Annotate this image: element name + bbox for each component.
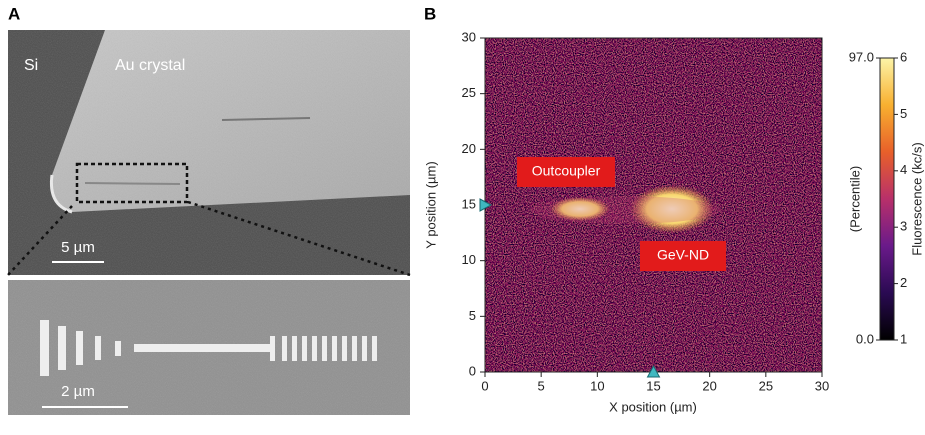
annotation-text: GeV-ND <box>657 247 709 263</box>
region-label: Au crystal <box>115 57 185 74</box>
sem-image-top <box>7 30 411 277</box>
colorbar <box>879 57 895 341</box>
colorbar-tick-label: 6 <box>900 49 907 64</box>
colorbar-label: Fluorescence (kc/s) <box>909 142 924 255</box>
x-tick-label: 10 <box>590 378 604 393</box>
y-axis-label: Y position (µm) <box>423 161 438 248</box>
colorbar-secondary-tick-label: 0.0 <box>856 331 874 346</box>
colorbar-secondary-label: (Percentile) <box>847 166 862 232</box>
y-tick-label: 30 <box>462 29 476 44</box>
colorbar-tick-label: 3 <box>900 219 907 234</box>
x-tick-label: 20 <box>702 378 716 393</box>
x-tick-label: 5 <box>538 378 545 393</box>
annotation-text: Outcoupler <box>532 163 601 179</box>
x-axis-label: X position (µm) <box>609 399 697 414</box>
panel-label: A <box>8 4 20 23</box>
x-tick-label: 15 <box>646 378 660 393</box>
y-tick-label: 25 <box>462 85 476 100</box>
y-tick-label: 10 <box>462 252 476 267</box>
colorbar-tick-label: 5 <box>900 106 907 121</box>
y-tick-label: 20 <box>462 141 476 156</box>
colorbar-tick-label: 2 <box>900 275 907 290</box>
colorbar-tick-label: 4 <box>900 162 907 177</box>
colorbar-secondary-tick-label: 97.0 <box>849 49 874 64</box>
scale-bar-label: 2 µm <box>61 383 95 400</box>
region-label: Si <box>24 57 38 74</box>
x-tick-label: 25 <box>759 378 773 393</box>
y-tick-label: 15 <box>462 196 476 211</box>
annotation: Outcoupler <box>517 157 615 187</box>
y-tick-label: 5 <box>469 308 476 323</box>
y-marker <box>479 198 493 212</box>
y-tick-label: 0 <box>469 363 476 378</box>
sem-image-bottom <box>8 280 410 415</box>
x-tick-label: 0 <box>481 378 488 393</box>
scale-bar-label: 5 µm <box>61 239 95 256</box>
annotation: GeV-ND <box>640 241 726 271</box>
colorbar-tick-label: 1 <box>900 331 907 346</box>
x-marker <box>646 364 661 378</box>
panel-label: B <box>424 4 436 23</box>
x-tick-label: 30 <box>815 378 829 393</box>
heatmap <box>485 38 822 372</box>
